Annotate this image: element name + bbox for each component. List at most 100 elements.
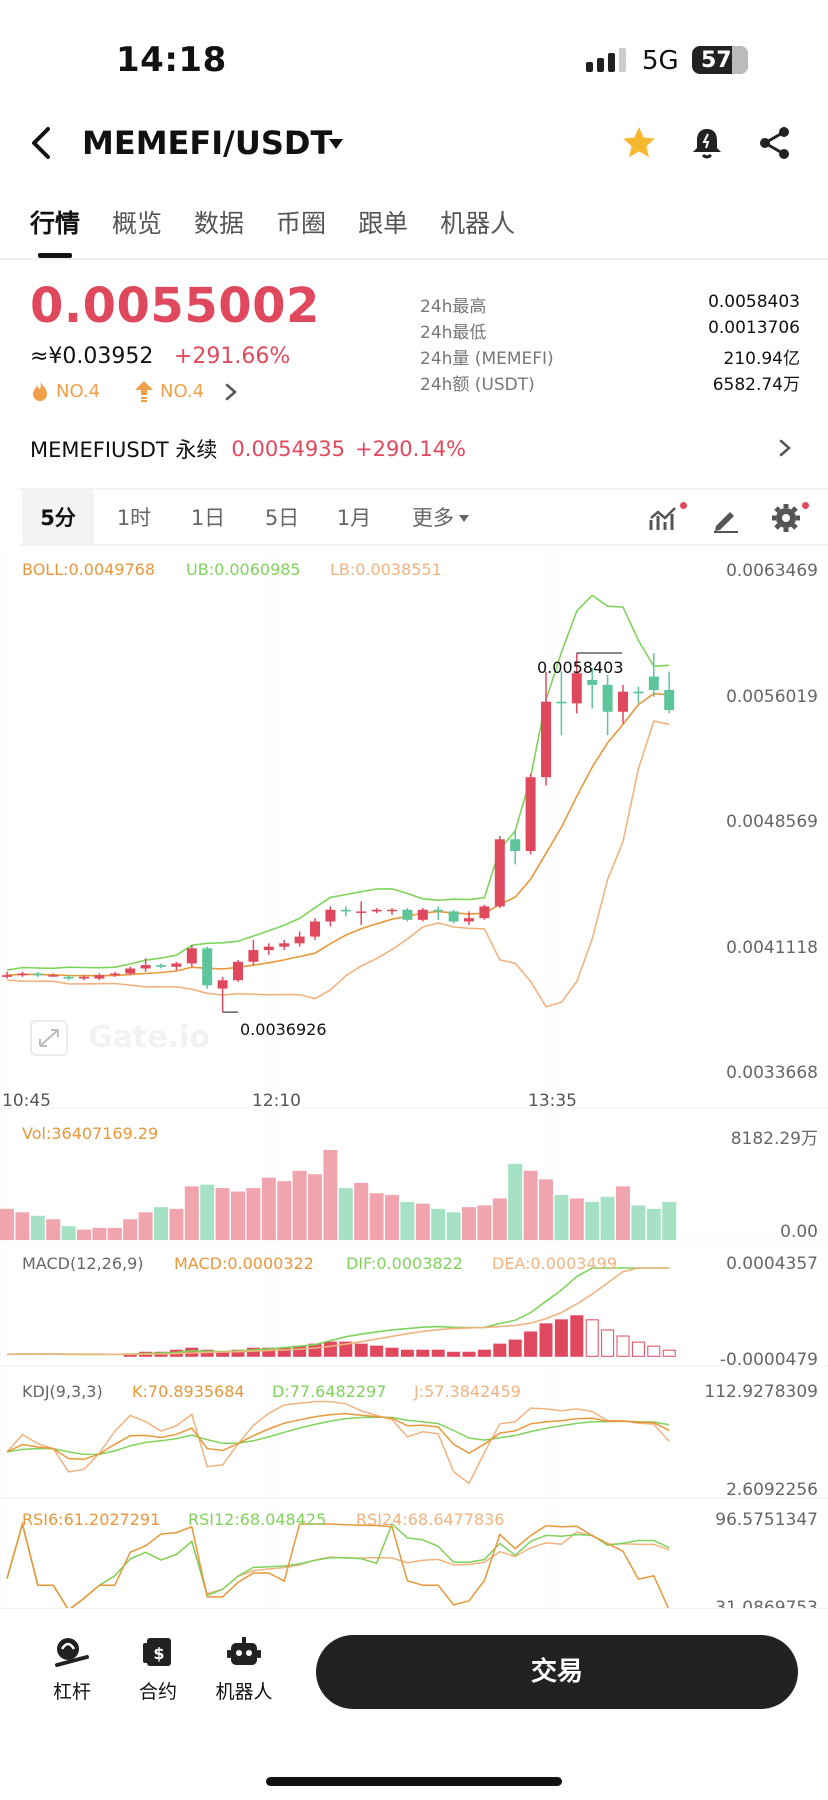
last-price: 0.0055002	[30, 278, 320, 334]
indicator-icon[interactable]	[648, 502, 680, 534]
y-axis-label: 0.0063469	[726, 561, 818, 581]
leverage-button[interactable]: 杠杆	[32, 1635, 112, 1704]
star-icon[interactable]	[620, 124, 658, 162]
candle-body	[602, 684, 613, 712]
svg-text:$: $	[153, 1644, 164, 1663]
candle-body	[17, 973, 28, 976]
volume-bar	[338, 1188, 353, 1240]
candle-body	[202, 948, 213, 986]
interval-1mo[interactable]: 1月	[336, 506, 372, 530]
tab-bar: 行情 概览 数据 币圈 跟单 机器人	[30, 204, 547, 240]
rsi6-line	[6, 1521, 670, 1610]
volume-label: Vol:36407169.29	[22, 1124, 159, 1143]
kdj-j-line	[6, 1400, 670, 1485]
share-icon[interactable]	[756, 124, 794, 162]
volume-bar	[492, 1198, 507, 1240]
candle-body	[356, 911, 367, 913]
stat-label: 24h量 (MEMEFI)	[420, 349, 554, 369]
volume-bar	[446, 1212, 461, 1240]
volume-bar	[369, 1193, 384, 1240]
expand-icon[interactable]	[30, 1020, 68, 1056]
battery-level: 57	[701, 47, 732, 73]
rsi6-value: RSI6:61.2027291	[22, 1510, 161, 1529]
interval-1d[interactable]: 1日	[190, 506, 226, 530]
interval-5d[interactable]: 5日	[264, 506, 300, 530]
caret-down-icon[interactable]	[328, 138, 344, 150]
caret-down-icon[interactable]	[458, 514, 470, 523]
divider	[0, 258, 828, 260]
bell-icon[interactable]	[688, 124, 726, 162]
rise-arrow-icon	[135, 381, 153, 402]
x-axis-label: 13:35	[528, 1091, 577, 1111]
ub-label: UB:0.0060985	[186, 560, 301, 579]
interval-1h[interactable]: 1时	[116, 506, 152, 530]
interval-bar: 5分 1时 1日 5日 1月 更多	[20, 488, 828, 546]
macd-histogram-bar	[431, 1349, 445, 1357]
tab-data[interactable]: 数据	[194, 209, 245, 238]
volume-bar	[662, 1201, 677, 1240]
macd-histogram-bar	[385, 1347, 399, 1357]
volume-bar	[184, 1186, 199, 1240]
contract-button[interactable]: $ 合约	[118, 1635, 198, 1704]
macd-histogram-bar	[293, 1345, 307, 1357]
dif-line	[6, 1267, 670, 1356]
volume-bar	[477, 1205, 492, 1240]
volume-bar	[415, 1203, 430, 1240]
volume-axis-min: 0.00	[780, 1222, 818, 1242]
boll-lower-band	[6, 720, 670, 1008]
stat-value: 0.0013706	[708, 318, 800, 338]
tab-overview[interactable]: 概览	[112, 209, 163, 238]
volume-bar	[200, 1184, 215, 1240]
chevron-right-icon[interactable]	[224, 382, 238, 402]
robot-icon	[227, 1637, 261, 1665]
settings-gear-icon[interactable]	[770, 502, 802, 534]
candle-body	[340, 909, 351, 912]
perp-contract-row[interactable]: MEMEFIUSDT 永续 0.0054935 +290.14%	[30, 434, 476, 464]
volume-bar	[646, 1208, 661, 1240]
robot-button[interactable]: 机器人	[204, 1635, 284, 1704]
macd-histogram-bar	[508, 1339, 522, 1357]
macd-histogram-bar	[554, 1319, 568, 1357]
candle-body	[587, 679, 598, 685]
stat-turnover: 24h额 (USDT) 6582.74万	[420, 370, 800, 396]
volume-bar	[107, 1227, 122, 1240]
chevron-right-icon[interactable]	[778, 438, 792, 458]
candle-body	[109, 973, 120, 976]
candle-body	[310, 921, 320, 937]
candle-body	[263, 946, 274, 951]
back-icon[interactable]	[28, 126, 56, 160]
volume-bar	[554, 1195, 569, 1240]
volume-bar	[92, 1227, 107, 1240]
candle-body	[433, 909, 444, 912]
candle-body	[510, 839, 521, 852]
leverage-icon	[55, 1638, 89, 1667]
gain-rank[interactable]: NO.4	[134, 380, 204, 402]
stat-label: 24h额 (USDT)	[420, 375, 535, 395]
candle-body	[2, 975, 12, 977]
trade-button[interactable]: 交易	[316, 1635, 798, 1709]
tab-copy-trade[interactable]: 跟单	[358, 209, 409, 238]
volume-bar	[138, 1212, 153, 1240]
perp-price: 0.0054935	[231, 437, 345, 461]
contract-icon: $	[143, 1638, 171, 1666]
candle-body	[556, 701, 567, 704]
stat-value: 0.0058403	[708, 292, 800, 312]
kline-chart[interactable]	[0, 548, 828, 1610]
draw-pen-icon[interactable]	[710, 502, 742, 534]
volume-bar	[523, 1170, 538, 1240]
interval-5m[interactable]: 5分	[22, 490, 94, 546]
cny-price: ≈¥0.03952	[30, 344, 154, 369]
tab-market[interactable]: 行情	[30, 209, 81, 238]
tab-bots[interactable]: 机器人	[440, 209, 516, 238]
hot-rank[interactable]: NO.4	[30, 380, 100, 402]
y-axis-label: 0.0041118	[726, 938, 818, 958]
macd-histogram-bar	[246, 1347, 260, 1357]
pair-title[interactable]: MEMEFI/USDT	[82, 124, 333, 162]
volume-bar	[46, 1219, 61, 1240]
volume-bar	[354, 1182, 369, 1240]
tab-community[interactable]: 币圈	[276, 209, 327, 238]
interval-more[interactable]: 更多	[412, 506, 454, 530]
macd-histogram-bar	[447, 1351, 461, 1357]
macd-histogram-bar	[354, 1343, 368, 1357]
candle-body	[63, 976, 74, 979]
